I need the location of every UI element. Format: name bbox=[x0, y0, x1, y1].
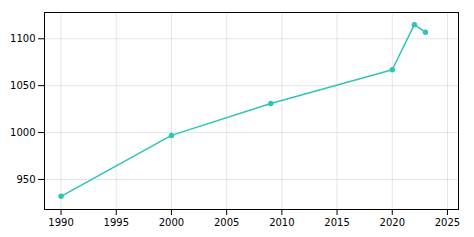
svg-text:1990: 1990 bbox=[48, 217, 73, 228]
svg-text:1000: 1000 bbox=[10, 127, 35, 138]
svg-text:1100: 1100 bbox=[10, 33, 35, 44]
svg-text:2000: 2000 bbox=[159, 217, 184, 228]
svg-text:1050: 1050 bbox=[10, 80, 35, 91]
svg-text:2025: 2025 bbox=[435, 217, 460, 228]
svg-text:1995: 1995 bbox=[104, 217, 129, 228]
svg-text:950: 950 bbox=[16, 174, 35, 185]
svg-text:2005: 2005 bbox=[214, 217, 239, 228]
svg-text:2015: 2015 bbox=[324, 217, 349, 228]
svg-text:2010: 2010 bbox=[269, 217, 294, 228]
svg-text:2020: 2020 bbox=[380, 217, 405, 228]
